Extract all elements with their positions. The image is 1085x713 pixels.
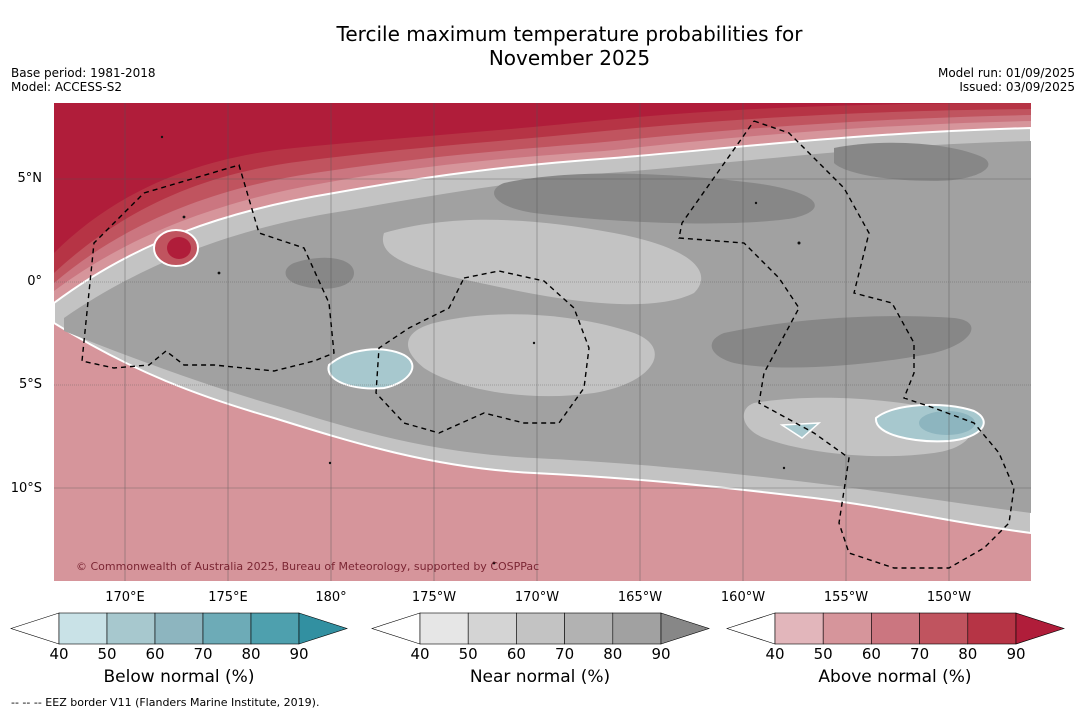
island bbox=[782, 466, 786, 470]
below-normal-segment bbox=[154, 612, 204, 645]
island bbox=[217, 271, 221, 275]
near-normal-tick-label: 60 bbox=[507, 645, 526, 663]
lon-label-160w: 160°W bbox=[720, 590, 766, 605]
near-normal-patch-dark-4 bbox=[285, 257, 354, 289]
island bbox=[160, 135, 164, 139]
below-normal-segment bbox=[250, 612, 300, 645]
island bbox=[492, 561, 496, 565]
eez-borders bbox=[81, 120, 1015, 569]
islands bbox=[160, 135, 801, 565]
eez-footnote: -- -- -- EEZ border V11 (Flanders Marine… bbox=[11, 696, 320, 709]
island bbox=[754, 201, 758, 205]
lat-label-5n: 5°N bbox=[17, 171, 43, 186]
near-normal-segment bbox=[564, 612, 614, 645]
above-normal-tick-label: 40 bbox=[765, 645, 784, 663]
below-normal-patch-3 bbox=[779, 422, 822, 439]
above-normal-title: Above normal (%) bbox=[818, 667, 972, 687]
lon-label-175e: 175°E bbox=[208, 590, 248, 605]
below-normal-tick-label: 50 bbox=[97, 645, 116, 663]
eez-border-west bbox=[81, 164, 335, 372]
above-normal-segment bbox=[967, 612, 1017, 645]
below-normal-over-extend bbox=[298, 612, 348, 645]
lon-label-170e: 170°E bbox=[105, 590, 145, 605]
graticule bbox=[54, 103, 1031, 581]
near-normal-title: Near normal (%) bbox=[469, 667, 611, 687]
near-normal-tick-label: 40 bbox=[410, 645, 429, 663]
below-normal-patch-2-core bbox=[919, 411, 975, 435]
above-normal-tick-label: 80 bbox=[958, 645, 977, 663]
below-normal-tick-label: 90 bbox=[289, 645, 308, 663]
near-normal-under-extend bbox=[371, 612, 421, 645]
near-normal-patch-dark-1 bbox=[494, 173, 815, 224]
above-normal-over-extend bbox=[1015, 612, 1065, 645]
map-svg: © Commonwealth of Australia 2025, Bureau… bbox=[54, 103, 1031, 581]
colorbars: 40 50 60 70 80 90 40 50 60 70 80 90 40 50 60 70 80 90 bbox=[10, 612, 1065, 663]
near-normal-tick-label: 80 bbox=[603, 645, 622, 663]
above-normal-tick-label: 70 bbox=[910, 645, 929, 663]
above-normal-blob-core bbox=[167, 237, 191, 259]
lon-label-155w: 155°W bbox=[823, 590, 869, 605]
near-normal-tick-label: 90 bbox=[651, 645, 670, 663]
near-normal-tick-label: 50 bbox=[459, 645, 478, 663]
lon-label-170w: 170°W bbox=[514, 590, 560, 605]
model-name: Model: ACCESS-S2 bbox=[11, 80, 123, 94]
below-normal-tick-label: 80 bbox=[241, 645, 260, 663]
run-info: Model run: 01/09/2025 Issued: 03/09/2025 bbox=[938, 66, 1075, 94]
near-normal-segment bbox=[516, 612, 565, 645]
below-normal-patch-1 bbox=[327, 348, 414, 390]
near-normal-tick-label: 70 bbox=[555, 645, 574, 663]
below-normal-title: Below normal (%) bbox=[103, 667, 255, 687]
below-normal-colorbar: 40 50 60 70 80 90 bbox=[10, 612, 348, 663]
lon-label-150w: 150°W bbox=[926, 590, 972, 605]
lon-label-175w: 175°W bbox=[411, 590, 457, 605]
base-period-info: Base period: 1981-2018 Model: ACCESS-S2 bbox=[11, 66, 156, 94]
probability-map: © Commonwealth of Australia 2025, Bureau… bbox=[54, 103, 1031, 581]
above-normal-segment bbox=[919, 612, 969, 645]
near-normal-patch-2 bbox=[407, 314, 655, 397]
title-line-1: Tercile maximum temperature probabilitie… bbox=[336, 22, 803, 46]
near-normal-patch-dark-2 bbox=[834, 142, 989, 181]
below-normal-tick-label: 40 bbox=[49, 645, 68, 663]
lon-label-165w: 165°W bbox=[617, 590, 663, 605]
above-normal-segment bbox=[822, 612, 872, 645]
near-normal-colorbar: 40 50 60 70 80 90 bbox=[371, 612, 710, 663]
base-period: Base period: 1981-2018 bbox=[11, 66, 156, 80]
below-normal-segment bbox=[106, 612, 156, 645]
lat-label-5s: 5°S bbox=[18, 377, 42, 392]
above-normal-colorbar: 40 50 60 70 80 90 bbox=[726, 612, 1065, 663]
near-normal-segment bbox=[612, 612, 662, 645]
above-normal-tick-label: 60 bbox=[862, 645, 881, 663]
above-normal-under-extend bbox=[726, 612, 776, 645]
below-normal-segment bbox=[202, 612, 252, 645]
lat-label-10s: 10°S bbox=[10, 481, 42, 496]
above-normal-segment bbox=[774, 612, 824, 645]
title-line-2: November 2025 bbox=[488, 46, 651, 70]
lon-label-180: 180° bbox=[315, 590, 347, 605]
map-title: Tercile maximum temperature probabilitie… bbox=[0, 22, 1085, 70]
near-normal-over-extend bbox=[660, 612, 710, 645]
near-normal-segment bbox=[419, 612, 469, 645]
copyright-text: © Commonwealth of Australia 2025, Bureau… bbox=[76, 560, 539, 573]
below-normal-tick-label: 60 bbox=[145, 645, 164, 663]
lat-label-equator: 0° bbox=[27, 274, 42, 289]
below-normal-segment bbox=[58, 612, 108, 645]
issued-date: Issued: 03/09/2025 bbox=[959, 80, 1075, 94]
near-normal-segment bbox=[467, 612, 517, 645]
island bbox=[328, 461, 332, 465]
above-normal-tick-label: 90 bbox=[1006, 645, 1025, 663]
island bbox=[532, 341, 536, 345]
island bbox=[182, 215, 186, 219]
near-normal-patch-1 bbox=[382, 219, 702, 305]
model-run-date: Model run: 01/09/2025 bbox=[937, 66, 1075, 80]
eez-border-central bbox=[375, 270, 590, 434]
eez-border-east bbox=[678, 120, 1015, 569]
below-normal-tick-label: 70 bbox=[193, 645, 212, 663]
above-normal-tick-label: 50 bbox=[814, 645, 833, 663]
island bbox=[797, 241, 801, 245]
below-normal-under-extend bbox=[10, 612, 60, 645]
above-normal-segment bbox=[871, 612, 920, 645]
